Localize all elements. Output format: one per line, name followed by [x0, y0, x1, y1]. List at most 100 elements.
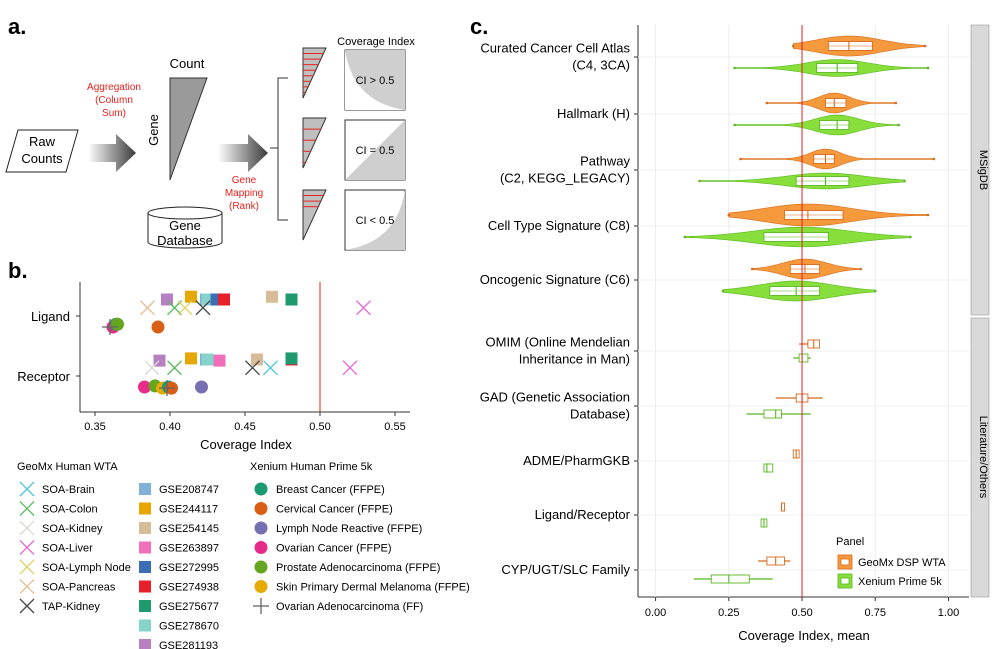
raw-counts-line2: Counts [21, 151, 63, 166]
data-point [213, 354, 226, 367]
legend-label: TAP-Kidney [42, 601, 100, 613]
legend-marker [253, 598, 269, 614]
rank-triangles [302, 47, 327, 241]
violin [791, 35, 927, 57]
violin [739, 148, 936, 170]
legend-label: Ovarian Adenocarcinoma (FF) [276, 601, 423, 613]
violin [727, 203, 930, 227]
whisker-dot [683, 235, 687, 239]
count-triangle [169, 77, 208, 181]
legend-label: Xenium Prime 5k [858, 576, 942, 588]
x-tick-label: 0.25 [718, 607, 739, 619]
x-b [144, 360, 160, 376]
legend-marker [139, 619, 151, 632]
x-tick-label: 0.50 [791, 607, 812, 619]
legend-marker [19, 598, 35, 614]
violin [733, 59, 930, 77]
category-label: Database) [570, 407, 630, 422]
whisker-dot [859, 267, 862, 271]
data-point [285, 293, 298, 306]
legend-label: SOA-Pancreas [42, 582, 116, 594]
whisker-dot [721, 289, 725, 293]
gene-mapping-line1: Gene [232, 175, 257, 186]
x-tick-label: 0.50 [309, 421, 330, 433]
x-b [19, 520, 35, 536]
strip-literature-label: Literature/Others [977, 416, 989, 499]
rank-triangle-1 [302, 47, 327, 99]
whisker-dot [909, 235, 912, 239]
violin [721, 280, 877, 302]
category-label: ADME/PharmGKB [523, 453, 630, 468]
x-b [167, 300, 182, 316]
legend-marker [139, 561, 151, 573]
data-point [266, 290, 278, 303]
whisker-dot [765, 101, 769, 105]
whisker-dot [733, 66, 736, 70]
data-point [185, 352, 197, 365]
aggregation-line1: Aggregation [87, 82, 141, 93]
legend-label: GSE278670 [159, 621, 219, 633]
panel-b-plot-frame [80, 282, 410, 412]
whisker-dot [733, 123, 736, 127]
aggregation-line2: (Column [95, 95, 133, 106]
x-tick-label: 0.00 [645, 607, 666, 619]
x-b [19, 559, 35, 575]
strip-msigdb-label: MSigDB [977, 150, 989, 190]
legend-marker [139, 522, 151, 534]
violin [746, 409, 811, 419]
violin [763, 463, 774, 473]
legend-marker [139, 580, 151, 593]
legend-marker [254, 560, 268, 574]
whisker-dot [727, 213, 731, 217]
gene-mapping-line3: (Rank) [229, 201, 259, 212]
category-label: (C4, 3CA) [572, 58, 630, 73]
whisker-dot [791, 44, 795, 48]
ci-box-high-label: CI > 0.5 [356, 75, 395, 87]
data-point [102, 319, 118, 335]
legend-label: GSE263897 [159, 543, 219, 555]
whisker-dot [903, 179, 906, 183]
panel-c-label: c. [470, 14, 488, 39]
gene-mapping-line2: Mapping [225, 188, 263, 199]
legend-marker [254, 502, 268, 515]
legend-label: GeoMx DSP WTA [858, 557, 946, 569]
legend-label: SOA-Liver [42, 543, 93, 555]
panel-b-x-axis-label: Coverage Index [200, 437, 292, 452]
data-point [111, 317, 124, 331]
aggregation-arrow [88, 134, 136, 172]
data-point [342, 360, 358, 376]
x-b [19, 598, 35, 614]
legend-label: GSE254145 [159, 523, 219, 535]
x-b [177, 300, 193, 316]
panel-a-label: a. [8, 14, 26, 39]
x-b [245, 360, 260, 376]
data-point [251, 353, 263, 366]
box [710, 574, 750, 584]
data-point [177, 300, 193, 316]
legend-label: Breast Cancer (FFPE) [276, 484, 385, 496]
data-point [185, 290, 197, 303]
aggregation-line3: Sum) [102, 108, 126, 119]
gene-database-top [147, 206, 223, 220]
violin [765, 92, 898, 114]
data-point [218, 293, 230, 306]
data-point [151, 320, 165, 334]
data-point [138, 380, 151, 394]
box [763, 409, 782, 419]
panel-c-legend-title: Panel [836, 536, 864, 548]
category-label: Hallmark (H) [557, 106, 630, 121]
data-point [201, 353, 214, 366]
legend-label: Lymph Node Reactive (FFPE) [276, 523, 422, 535]
violin [750, 258, 862, 280]
violin [733, 114, 900, 136]
legend-marker [139, 600, 151, 612]
raw-counts-line1: Raw [29, 134, 56, 149]
ci-box-equal: CI = 0.5 [344, 119, 406, 181]
legend-key-box [840, 577, 850, 585]
x-tick-label: 0.45 [234, 421, 255, 433]
violin [780, 502, 785, 512]
data-point [195, 380, 208, 394]
category-label: GAD (Genetic Association [480, 390, 630, 405]
legend-marker [139, 639, 151, 649]
